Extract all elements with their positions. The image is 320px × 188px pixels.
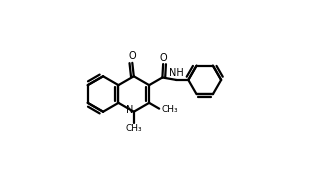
Text: NH: NH [169, 68, 184, 78]
Text: CH₃: CH₃ [161, 105, 178, 114]
Text: O: O [129, 51, 136, 61]
Text: CH₃: CH₃ [125, 124, 142, 133]
Text: N: N [126, 105, 133, 115]
Text: O: O [159, 53, 167, 63]
